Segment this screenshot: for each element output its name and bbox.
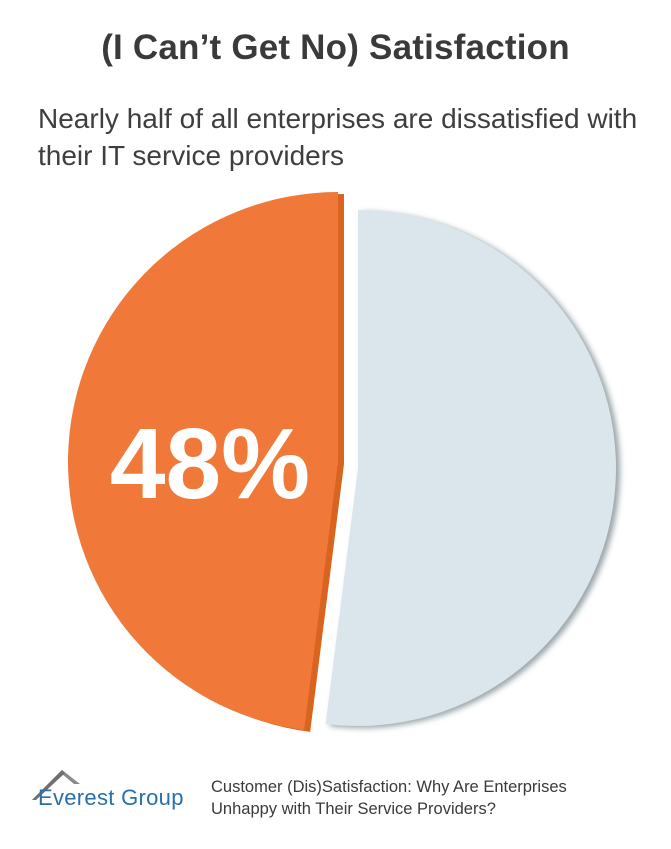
slice-label-dissatisfied: 48% [110, 408, 310, 520]
source-line-2: Unhappy with Their Service Providers? [211, 800, 496, 818]
chart-subtitle: Nearly half of all enterprises are dissa… [38, 103, 638, 171]
mountain-icon [32, 770, 80, 800]
everest-group-logo [32, 770, 80, 800]
pie-slice-other [325, 210, 617, 726]
pie-slice-dissatisfied [67, 192, 339, 730]
logo-wordmark: Everest Group [38, 785, 184, 810]
chart-title: (I Can’t Get No) Satisfaction [101, 28, 570, 67]
source-line-1: Customer (Dis)Satisfaction: Why Are Ente… [211, 778, 567, 796]
pie-chart: 48% [67, 192, 621, 732]
source-caption: Customer (Dis)Satisfaction: Why Are Ente… [211, 776, 651, 820]
